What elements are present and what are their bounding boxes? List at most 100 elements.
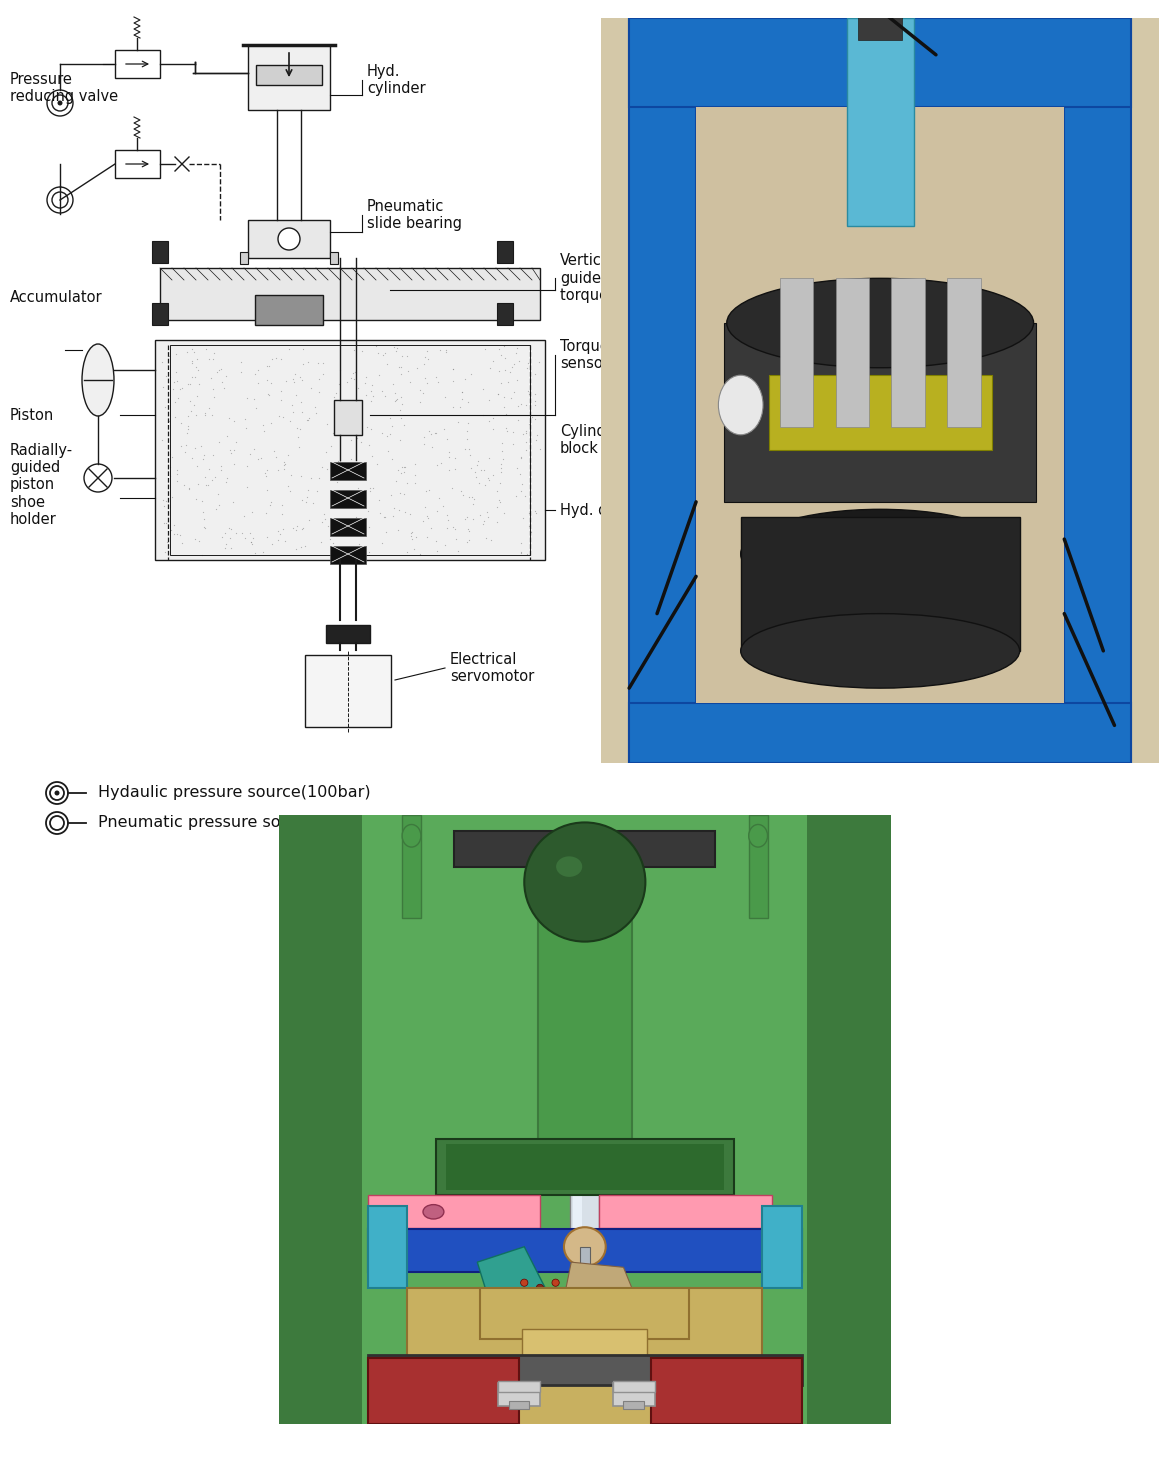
Point [286, 362, 305, 386]
Point [172, 412, 191, 435]
Point [422, 435, 441, 459]
Point [241, 530, 260, 554]
Point [479, 446, 498, 469]
Point [204, 444, 223, 468]
Point [199, 348, 218, 371]
Point [152, 428, 171, 451]
Point [443, 476, 462, 500]
Point [484, 349, 503, 373]
Point [431, 337, 450, 361]
Point [225, 409, 244, 432]
Bar [326, 625, 370, 643]
Point [397, 472, 416, 495]
Point [345, 339, 363, 362]
Bar [947, 278, 981, 427]
Point [406, 451, 424, 475]
Point [309, 380, 328, 403]
Point [427, 422, 445, 446]
Point [347, 506, 366, 529]
Point [275, 453, 294, 476]
Point [373, 343, 391, 367]
Point [349, 533, 368, 557]
Point [432, 451, 451, 475]
Point [375, 384, 394, 408]
Bar [152, 302, 168, 324]
Point [336, 403, 355, 427]
Point [512, 541, 531, 564]
Point [459, 527, 478, 551]
Point [451, 396, 470, 419]
Point [410, 390, 429, 413]
Bar [402, 815, 421, 918]
Text: Hydaulic pressure source(100bar): Hydaulic pressure source(100bar) [98, 786, 370, 801]
Point [428, 539, 447, 562]
Point [279, 475, 298, 498]
Point [274, 453, 293, 476]
Point [506, 340, 525, 364]
Point [393, 392, 411, 415]
Point [236, 526, 254, 549]
Point [484, 418, 503, 441]
Point [245, 387, 264, 411]
Point [189, 473, 207, 497]
Bar [248, 45, 331, 110]
Bar [762, 1205, 802, 1287]
Point [421, 516, 440, 539]
Point [325, 384, 343, 408]
Point [180, 373, 199, 396]
Point [516, 422, 534, 446]
Point [498, 419, 517, 443]
Point [243, 532, 261, 555]
Bar [1064, 18, 1131, 763]
Point [172, 377, 191, 400]
Point [224, 491, 243, 514]
Point [492, 440, 511, 463]
Point [315, 503, 334, 526]
Point [172, 434, 191, 457]
Point [231, 351, 250, 374]
Point [206, 497, 225, 520]
Point [196, 465, 214, 488]
Point [157, 365, 176, 389]
Point [497, 416, 516, 440]
Point [416, 345, 435, 368]
Point [373, 421, 391, 444]
Point [491, 472, 510, 495]
Point [185, 435, 204, 459]
Point [177, 434, 196, 457]
Point [489, 381, 507, 405]
Point [155, 494, 173, 517]
Point [489, 337, 507, 361]
Point [404, 538, 423, 561]
Point [463, 485, 482, 508]
Text: Pneumatic pressure source(6 bar): Pneumatic pressure source(6 bar) [98, 815, 370, 830]
Point [350, 392, 369, 415]
Bar [599, 1195, 771, 1229]
Point [328, 418, 347, 441]
Point [327, 381, 346, 405]
Point [381, 406, 400, 430]
Point [266, 446, 285, 469]
Point [440, 440, 458, 463]
Point [451, 479, 470, 503]
Point [360, 432, 379, 456]
Point [223, 441, 241, 465]
Text: Pressure
reducing valve: Pressure reducing valve [11, 72, 118, 104]
Point [327, 470, 346, 494]
Point [210, 430, 229, 453]
Polygon shape [566, 1262, 634, 1293]
Point [491, 456, 510, 479]
Ellipse shape [564, 1227, 606, 1267]
Point [435, 416, 454, 440]
Bar [255, 295, 323, 324]
Point [356, 383, 375, 406]
Bar [580, 1246, 590, 1273]
Point [168, 457, 186, 481]
Bar [368, 1357, 519, 1424]
Point [212, 454, 231, 478]
Point [449, 539, 468, 562]
Point [475, 459, 493, 482]
Point [338, 408, 356, 431]
Point [299, 479, 318, 503]
Point [473, 377, 492, 400]
